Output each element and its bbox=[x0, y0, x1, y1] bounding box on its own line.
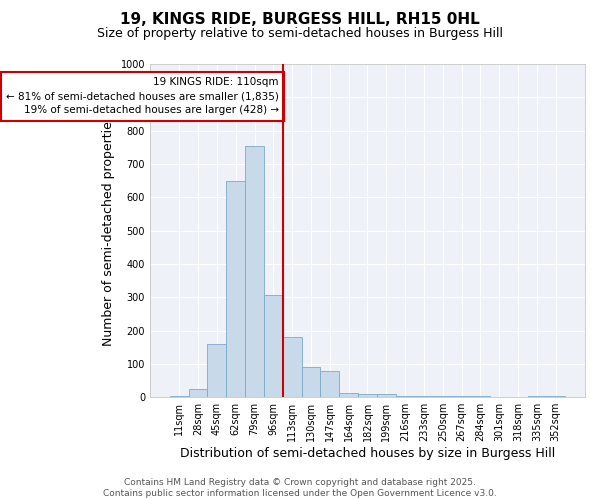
Bar bbox=[377, 394, 396, 397]
Bar bbox=[283, 337, 302, 397]
Bar bbox=[471, 396, 490, 397]
Bar bbox=[452, 396, 471, 397]
Bar bbox=[358, 394, 377, 397]
Bar bbox=[302, 367, 320, 397]
Text: 19, KINGS RIDE, BURGESS HILL, RH15 0HL: 19, KINGS RIDE, BURGESS HILL, RH15 0HL bbox=[120, 12, 480, 28]
Bar bbox=[170, 396, 188, 397]
Text: Contains HM Land Registry data © Crown copyright and database right 2025.
Contai: Contains HM Land Registry data © Crown c… bbox=[103, 478, 497, 498]
Bar bbox=[208, 344, 226, 397]
Text: 19 KINGS RIDE: 110sqm
← 81% of semi-detached houses are smaller (1,835)
19% of s: 19 KINGS RIDE: 110sqm ← 81% of semi-deta… bbox=[6, 78, 279, 116]
Bar bbox=[339, 393, 358, 397]
Bar bbox=[396, 396, 415, 397]
Bar bbox=[245, 146, 264, 397]
X-axis label: Distribution of semi-detached houses by size in Burgess Hill: Distribution of semi-detached houses by … bbox=[180, 447, 555, 460]
Text: Size of property relative to semi-detached houses in Burgess Hill: Size of property relative to semi-detach… bbox=[97, 28, 503, 40]
Y-axis label: Number of semi-detached properties: Number of semi-detached properties bbox=[102, 115, 115, 346]
Bar bbox=[547, 396, 565, 397]
Bar bbox=[415, 396, 433, 397]
Bar bbox=[188, 389, 208, 397]
Bar bbox=[433, 396, 452, 397]
Bar bbox=[226, 182, 245, 397]
Bar bbox=[264, 294, 283, 397]
Bar bbox=[527, 396, 547, 397]
Bar bbox=[320, 371, 339, 397]
